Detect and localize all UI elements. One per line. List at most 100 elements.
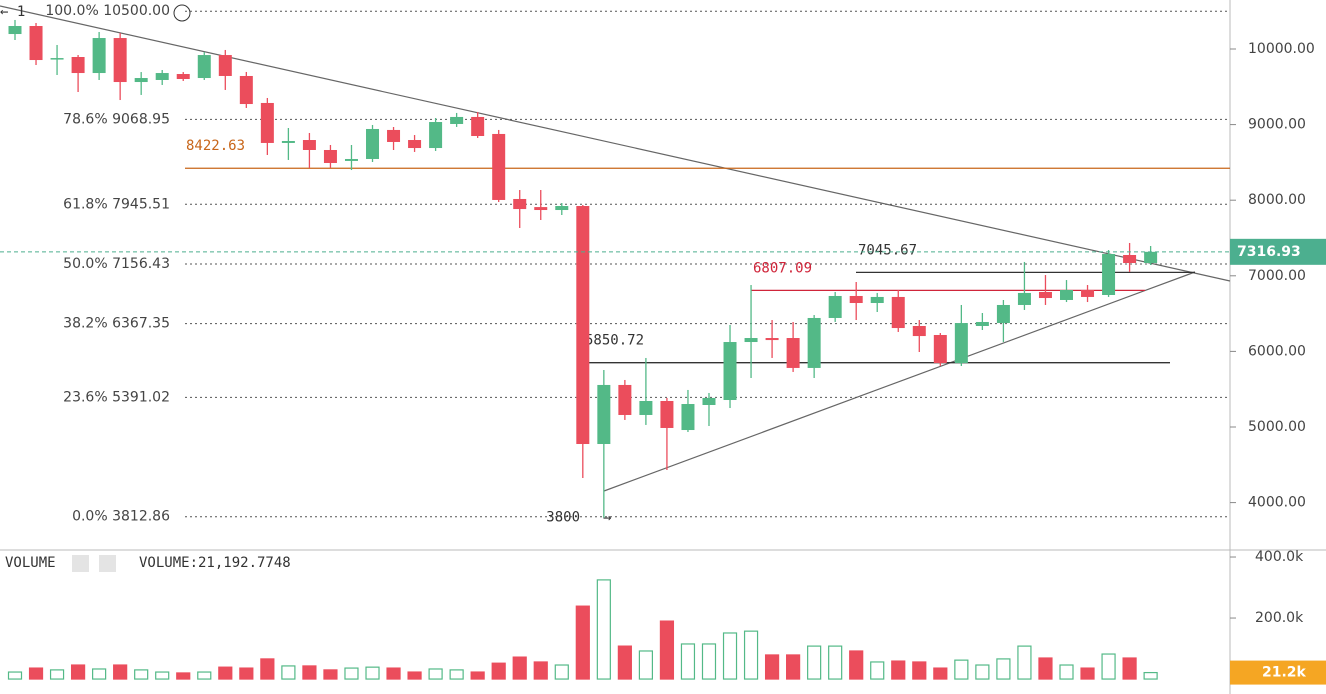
candle-body: [260, 102, 274, 143]
candle-body: [849, 295, 863, 304]
trend-line: [603, 271, 1196, 492]
volume-bar: [28, 667, 44, 680]
handle[interactable]: [173, 4, 191, 22]
candle-body: [471, 116, 485, 137]
candle-body: [1123, 255, 1137, 264]
volume-bar: [260, 658, 275, 680]
volume-bar: [407, 671, 422, 680]
level-label: 7045.67: [858, 242, 917, 258]
candle-body: [765, 338, 779, 341]
volume-bar: [302, 665, 317, 680]
y-tick-label: 6000.00: [1248, 343, 1306, 359]
volume-bar: [1101, 653, 1116, 680]
volume-bar: [933, 667, 948, 680]
volume-bar: [954, 659, 969, 680]
volume-bar: [218, 666, 233, 680]
candle-body: [891, 296, 905, 329]
fib-label: 78.6% 9068.95: [63, 111, 170, 127]
volume-bar: [344, 667, 359, 680]
candle-body: [29, 26, 43, 61]
y-tick-label: 7000.00: [1248, 268, 1306, 284]
volume-bar: [1017, 645, 1032, 680]
volume-bar: [113, 664, 128, 680]
volume-bar: [912, 661, 927, 680]
volume-bar: [975, 664, 990, 680]
volume-bar: [470, 671, 485, 680]
volume-bar: [659, 620, 675, 680]
candle-body: [71, 57, 85, 74]
candle-body: [281, 140, 295, 143]
volume-bar: [428, 668, 443, 680]
candle-body: [1060, 290, 1073, 300]
level-label: 5850.72: [585, 333, 644, 349]
current-price-label: 7316.93: [1237, 244, 1301, 260]
y-tick-label: 5000.00: [1248, 419, 1306, 435]
volume-bar: [449, 669, 464, 680]
y-tick-label: 10000.00: [1248, 41, 1315, 57]
candle-body: [1038, 291, 1052, 299]
candle-body: [660, 400, 674, 428]
candle-body: [197, 55, 211, 79]
volume-bar: [155, 671, 170, 680]
volume-bar: [807, 645, 822, 680]
candle-body: [92, 38, 106, 74]
candle-body: [1081, 290, 1095, 297]
volume-bar: [134, 669, 149, 680]
volume-bar: [575, 605, 590, 680]
volume-bar: [722, 632, 738, 680]
fib-marker: ← 1: [0, 4, 25, 20]
candle-body: [723, 342, 737, 401]
settings-button[interactable]: [72, 555, 89, 572]
volume-bar: [176, 672, 191, 680]
volume-bar: [281, 665, 296, 680]
candle-body: [807, 317, 821, 368]
y-tick-label: 9000.00: [1248, 117, 1306, 133]
candle-body: [1017, 292, 1031, 305]
candle-body: [134, 78, 148, 83]
candle-body: [744, 338, 758, 343]
trend-line: [0, 5, 1231, 282]
y-tick-label: 4000.00: [1248, 495, 1306, 511]
volume-bar: [996, 658, 1011, 680]
volume-value-box: [1230, 660, 1326, 685]
volume-bar: [92, 668, 107, 680]
y-tick-label: 200.0k: [1255, 610, 1304, 626]
volume-bar: [49, 669, 65, 680]
volume-bar: [1122, 657, 1137, 680]
volume-bar: [680, 643, 696, 680]
close-button[interactable]: [99, 555, 116, 572]
volume-bar: [533, 661, 548, 680]
candle-body: [492, 133, 506, 200]
candle-body: [176, 74, 190, 80]
level-label: 6807.09: [753, 260, 812, 276]
volume-bar: [1143, 671, 1158, 680]
candle-body: [366, 128, 380, 159]
volume-bar: [870, 661, 885, 680]
candle-body: [50, 58, 64, 60]
volume-bar: [7, 671, 23, 680]
volume-bar: [197, 671, 212, 680]
fib-label: 38.2% 6367.35: [63, 316, 170, 332]
candle-body: [302, 140, 316, 150]
arrow: →: [603, 510, 611, 526]
volume-bar: [743, 630, 759, 680]
fib-label: 23.6% 5391.02: [63, 389, 170, 405]
candle-body: [113, 38, 127, 83]
candle-body: [323, 149, 337, 163]
candle-body: [912, 325, 926, 337]
fib-label: 50.0% 7156.43: [63, 256, 170, 272]
volume-bar: [554, 664, 569, 680]
candle-body: [870, 296, 884, 304]
candle-body: [828, 295, 842, 318]
volume-bar: [70, 664, 86, 680]
candle-body: [344, 158, 358, 161]
candle-body: [702, 397, 716, 405]
candle-body: [975, 321, 989, 326]
low-label: 3800: [546, 510, 580, 526]
y-tick-label: 400.0k: [1255, 549, 1304, 565]
candle-body: [450, 116, 464, 124]
candle-body: [597, 384, 611, 445]
fib-label: 0.0% 3812.86: [72, 509, 170, 525]
current-price-box: [1230, 238, 1326, 265]
